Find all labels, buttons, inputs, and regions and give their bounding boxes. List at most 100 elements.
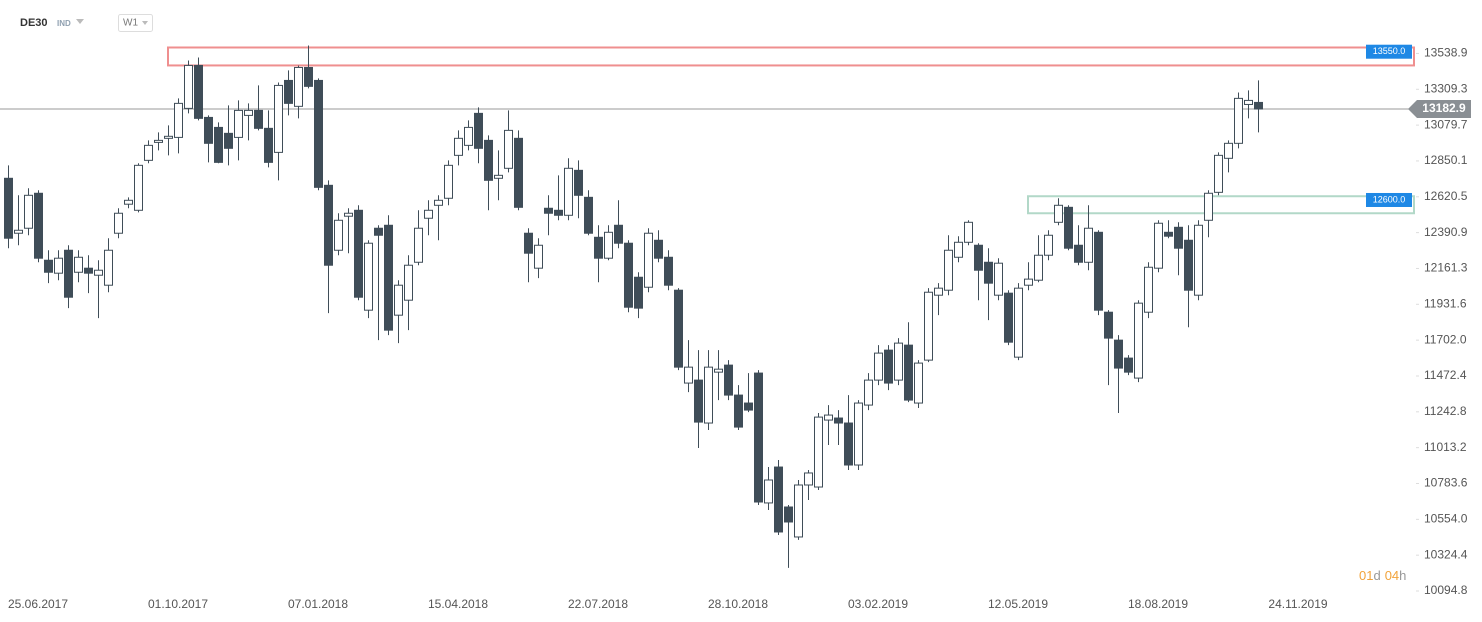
x-tick-label: 22.07.2018 xyxy=(568,597,628,611)
candle-body xyxy=(174,102,183,138)
candle-body xyxy=(4,177,13,239)
candle-body xyxy=(1084,227,1093,263)
candle-body xyxy=(1044,234,1053,256)
candle-body xyxy=(424,209,433,219)
x-tick-label: 25.06.2017 xyxy=(8,597,68,611)
y-tick-label: 10554.0 xyxy=(1424,512,1468,526)
candle-body xyxy=(384,224,393,331)
candle-body xyxy=(1164,231,1173,237)
candle-body xyxy=(354,209,363,298)
candle-body xyxy=(804,472,813,486)
candle-body xyxy=(274,84,283,153)
candle-body xyxy=(884,349,893,384)
zone xyxy=(167,46,1415,67)
y-tick-label: 12620.5 xyxy=(1424,189,1468,203)
candle-body xyxy=(1254,101,1263,110)
y-tick-label: 13538.9 xyxy=(1424,46,1468,60)
candle-body xyxy=(184,64,193,109)
y-tick-label: 12161.3 xyxy=(1424,261,1468,275)
candle-body xyxy=(84,267,93,274)
candle-body xyxy=(994,262,1003,296)
candle-body xyxy=(304,66,313,87)
candle-body xyxy=(674,289,683,368)
candle-body xyxy=(714,368,723,373)
countdown-days: 01 xyxy=(1359,568,1373,583)
candle-body xyxy=(444,164,453,199)
candle-body xyxy=(974,244,983,271)
candle-body xyxy=(894,342,903,381)
candle-body xyxy=(34,192,43,259)
y-tick-label: 13309.3 xyxy=(1424,81,1468,95)
current-price-label: 13182.9 xyxy=(1422,101,1466,115)
symbol-kind: IND xyxy=(57,19,71,28)
candle-body xyxy=(1174,226,1183,249)
candle-body xyxy=(324,184,333,266)
candle-body xyxy=(104,249,113,286)
candle-body xyxy=(194,64,203,119)
candle-body xyxy=(24,194,33,229)
candle-body xyxy=(394,284,403,316)
candle-body xyxy=(1034,254,1043,281)
candle-body xyxy=(734,394,743,428)
y-tick-label: 11013.2 xyxy=(1424,440,1467,454)
y-tick-label: 11702.0 xyxy=(1424,332,1467,346)
candle-body xyxy=(704,366,713,424)
interval-box[interactable] xyxy=(118,14,153,32)
candle-body xyxy=(344,212,353,217)
countdown: 01d 04h xyxy=(1359,568,1406,583)
candle-body xyxy=(1124,357,1133,373)
candle-body xyxy=(934,287,943,296)
candle-body xyxy=(794,484,803,538)
candle-body xyxy=(1054,204,1063,223)
candle-body xyxy=(374,227,383,236)
candle-body xyxy=(544,207,553,214)
candle-body xyxy=(624,242,633,308)
candle-body xyxy=(264,127,273,163)
candle-body xyxy=(44,259,53,273)
candle-body xyxy=(94,269,103,276)
candle-body xyxy=(1194,224,1203,296)
x-tick-label: 03.02.2019 xyxy=(848,597,908,611)
x-tick-label: 24.11.2019 xyxy=(1268,597,1327,611)
candle-body xyxy=(1004,292,1013,343)
candle-body xyxy=(1114,339,1123,369)
candle-body xyxy=(784,506,793,523)
candle-body xyxy=(494,174,503,179)
candle-body xyxy=(1214,154,1223,193)
candle-body xyxy=(484,139,493,181)
y-tick-label: 11472.4 xyxy=(1424,368,1467,382)
candle-body xyxy=(914,362,923,404)
x-tick-label: 28.10.2018 xyxy=(708,597,768,611)
candle-body xyxy=(654,239,663,259)
candle-body xyxy=(254,109,263,129)
candle-body xyxy=(944,249,953,291)
candle-body xyxy=(1154,222,1163,269)
candle-body xyxy=(954,241,963,258)
countdown-hours: 04 xyxy=(1385,568,1399,583)
zone-label-box xyxy=(1366,44,1412,59)
countdown-days-unit: d xyxy=(1373,568,1380,583)
candle-body xyxy=(514,137,523,208)
countdown-hours-unit: h xyxy=(1399,568,1406,583)
candle-body xyxy=(834,417,843,424)
candle-body xyxy=(1064,206,1073,249)
candle-body xyxy=(1104,311,1113,339)
candle-body xyxy=(744,402,753,411)
zone-label-box xyxy=(1366,192,1412,207)
candle-body xyxy=(124,199,133,205)
zone-label: 13550.0 xyxy=(1373,46,1406,56)
candle-body xyxy=(1184,239,1193,291)
y-tick-label: 10783.6 xyxy=(1424,476,1468,490)
symbol-dropdown[interactable] xyxy=(76,19,84,24)
candle-body xyxy=(814,416,823,488)
x-tick-label: 07.01.2018 xyxy=(288,597,348,611)
candle-body xyxy=(154,139,163,143)
symbol: DE30 xyxy=(20,17,48,29)
x-tick-label: 12.05.2019 xyxy=(988,597,1048,611)
y-tick-label: 11931.6 xyxy=(1424,296,1467,310)
candle-body xyxy=(604,231,613,259)
y-tick-label: 11242.8 xyxy=(1424,404,1467,418)
candle-body xyxy=(364,242,373,311)
x-tick-label: 15.04.2018 xyxy=(428,597,488,611)
